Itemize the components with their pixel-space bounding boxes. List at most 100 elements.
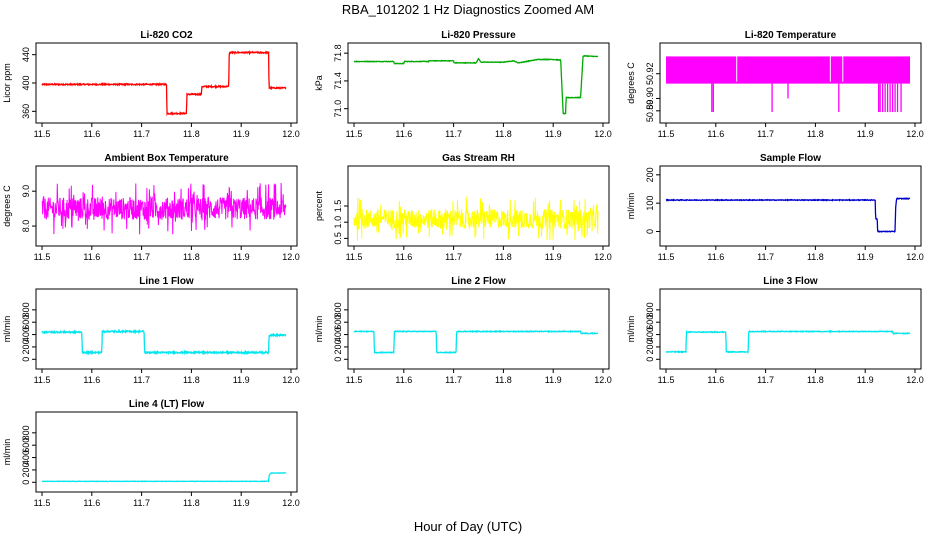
plot-frame [35, 411, 298, 493]
y-tick-label: 800 [21, 425, 31, 440]
panel-title: Li-820 Temperature [745, 30, 837, 41]
y-tick-label: 200 [21, 462, 31, 477]
y-axis-label: degrees C [626, 62, 636, 104]
x-tick-label: 11.8 [495, 375, 512, 385]
series-line [41, 472, 287, 483]
y-tick-label: 100 [645, 196, 655, 211]
y-tick-label: 800 [333, 302, 343, 317]
x-tick-label: 11.5 [34, 498, 51, 508]
series-line [665, 329, 911, 355]
x-tick-label: 11.9 [857, 129, 874, 139]
x-tick-label: 11.7 [133, 375, 150, 385]
plot-frame [347, 288, 610, 370]
x-tick-label: 11.5 [658, 252, 675, 262]
x-tick-label: 11.8 [183, 375, 200, 385]
x-tick-label: 11.9 [233, 375, 250, 385]
x-tick-label: 11.9 [233, 498, 250, 508]
series-band [666, 56, 911, 84]
panels: Li-820 CO2 Licor ppm 11.5 11.6 11.7 11.8 11.9 1… [2, 30, 924, 508]
panel-title: Line 3 Flow [763, 276, 818, 287]
y-tick-label: 50.90 [645, 87, 655, 110]
x-tick-label: 11.6 [83, 129, 100, 139]
panel-title: Line 1 Flow [139, 276, 194, 287]
y-tick-label: 600 [21, 438, 31, 453]
y-tick-label: 400 [21, 75, 31, 90]
y-axis-label: percent [314, 190, 324, 221]
panel-title: Gas Stream RH [442, 153, 515, 164]
series [41, 49, 287, 117]
series-line [41, 182, 287, 235]
panel-title: Line 4 (LT) Flow [129, 399, 205, 410]
plot-frame [35, 288, 298, 370]
y-tick-label: 71.0 [333, 100, 343, 118]
x-tick-label: 11.5 [346, 129, 363, 139]
y-axis-label: kPa [314, 75, 324, 91]
x-tick-label: 11.8 [183, 129, 200, 139]
y-tick-label: 1.5 [333, 200, 343, 213]
panel-9: Line 3 Flow ml/min 11.5 11.6 11.7 11.8 11.9 12.… [626, 276, 924, 385]
x-tick-label: 11.6 [83, 375, 100, 385]
x-tick-label: 11.9 [545, 375, 562, 385]
plot-frame [347, 165, 610, 247]
plot-frame [35, 165, 298, 247]
series-line [353, 329, 598, 355]
x-tick-label: 11.5 [34, 252, 51, 262]
series-line [41, 49, 287, 117]
x-tick-label: 11.9 [545, 252, 562, 262]
y-tick-label: 0 [21, 480, 31, 485]
x-tick-label: 11.7 [445, 129, 462, 139]
panel-title: Line 2 Flow [451, 276, 506, 287]
y-axis-label: ml/min [2, 316, 12, 343]
x-tick-label: 12.0 [282, 129, 300, 139]
series-line [354, 54, 599, 115]
figure-xlabel: Hour of Day (UTC) [414, 519, 522, 534]
x-tick-label: 11.6 [707, 129, 724, 139]
series [353, 196, 599, 241]
y-tick-label: 8.0 [21, 220, 31, 233]
y-axis-label: Licor ppm [2, 63, 12, 103]
x-tick-label: 11.7 [757, 129, 774, 139]
y-axis-label: ml/min [626, 316, 636, 343]
x-tick-label: 12.0 [906, 375, 924, 385]
panel-title: Sample Flow [760, 153, 821, 164]
x-tick-label: 12.0 [906, 129, 924, 139]
y-tick-label: 400 [645, 327, 655, 342]
x-tick-label: 11.8 [183, 498, 200, 508]
x-tick-label: 11.5 [346, 375, 363, 385]
x-tick-label: 11.6 [83, 252, 100, 262]
x-tick-label: 11.6 [83, 498, 100, 508]
series-line [665, 197, 911, 234]
x-tick-label: 11.9 [545, 129, 562, 139]
x-tick-label: 11.8 [807, 252, 824, 262]
y-tick-label: 71.8 [333, 44, 343, 62]
y-tick-label: 200 [333, 339, 343, 354]
y-tick-label: 200 [21, 339, 31, 354]
y-tick-label: 0 [333, 357, 343, 362]
x-tick-label: 11.6 [395, 252, 412, 262]
y-tick-label: 400 [21, 327, 31, 342]
x-tick-label: 11.8 [183, 252, 200, 262]
y-tick-label: 71.4 [333, 72, 343, 90]
panel-6: Sample Flow ml/min 11.5 11.6 11.7 11.8 11.9 12.… [626, 153, 924, 262]
y-tick-label: 440 [21, 47, 31, 62]
x-tick-label: 11.5 [34, 129, 51, 139]
series [666, 56, 911, 113]
x-tick-label: 12.0 [906, 252, 924, 262]
y-axis-label: ml/min [2, 439, 12, 466]
y-tick-label: 600 [645, 315, 655, 330]
x-tick-label: 11.7 [133, 129, 150, 139]
series [41, 328, 287, 356]
x-tick-label: 11.5 [34, 375, 51, 385]
x-tick-label: 11.6 [707, 252, 724, 262]
x-tick-label: 12.0 [594, 375, 612, 385]
y-tick-label: 0 [645, 229, 655, 234]
panel-7: Line 1 Flow ml/min 11.5 11.6 11.7 11.8 11.9 12.… [2, 276, 300, 385]
x-tick-label: 11.9 [857, 375, 874, 385]
x-tick-label: 11.5 [658, 375, 675, 385]
x-tick-label: 12.0 [282, 375, 300, 385]
figure-title: RBA_101202 1 Hz Diagnostics Zoomed AM [342, 2, 594, 17]
y-tick-label: 360 [21, 104, 31, 119]
series-line [353, 196, 599, 241]
y-tick-label: 50.89 [645, 100, 655, 123]
